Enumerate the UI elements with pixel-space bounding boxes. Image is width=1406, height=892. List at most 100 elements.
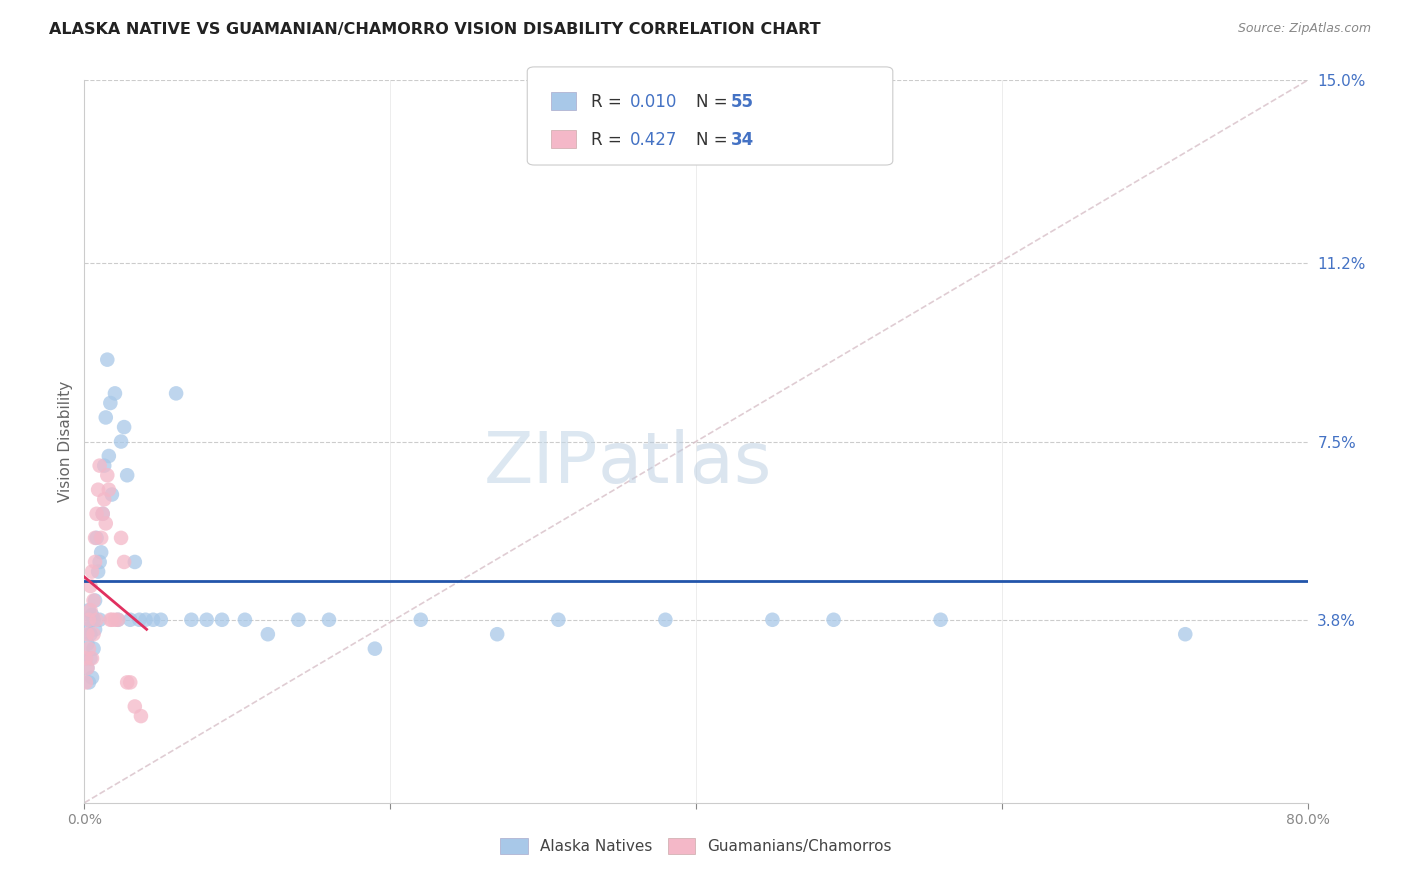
Point <box>80 671 103 685</box>
Text: atlas: atlas <box>598 429 772 498</box>
Point <box>135 613 157 627</box>
Point <box>112 420 135 434</box>
Point <box>364 641 387 656</box>
Point <box>823 613 845 627</box>
Point <box>84 531 107 545</box>
Point <box>107 613 129 627</box>
Point <box>101 487 124 501</box>
Point <box>83 627 105 641</box>
Point <box>129 709 152 723</box>
Point <box>80 651 103 665</box>
Point <box>83 613 105 627</box>
Point <box>96 468 118 483</box>
Point <box>142 613 165 627</box>
Point <box>76 661 98 675</box>
Point <box>91 507 114 521</box>
Point <box>165 386 187 401</box>
Point <box>180 613 202 627</box>
Point <box>75 651 97 665</box>
Point <box>77 613 100 627</box>
Text: R =: R = <box>591 93 627 111</box>
Point <box>929 613 952 627</box>
Text: 55: 55 <box>731 93 754 111</box>
Point <box>93 458 115 473</box>
Text: 0.010: 0.010 <box>630 93 678 111</box>
Point <box>654 613 676 627</box>
Point <box>101 613 124 627</box>
Point <box>87 483 110 497</box>
Point <box>90 545 112 559</box>
Point <box>110 531 132 545</box>
Text: N =: N = <box>696 131 733 149</box>
Point <box>120 675 142 690</box>
Point <box>120 613 142 627</box>
Point <box>110 434 132 449</box>
Point <box>79 627 101 641</box>
Point <box>124 555 146 569</box>
Point <box>80 607 103 622</box>
Legend: Alaska Natives, Guamanians/Chamorros: Alaska Natives, Guamanians/Chamorros <box>494 832 898 860</box>
Point <box>124 699 146 714</box>
Point <box>75 651 97 665</box>
Point <box>112 555 135 569</box>
Point <box>98 613 121 627</box>
Point <box>84 555 107 569</box>
Point <box>86 507 108 521</box>
Point <box>77 641 100 656</box>
Point <box>79 579 101 593</box>
Point <box>91 507 114 521</box>
Point <box>77 675 100 690</box>
Point <box>94 516 117 531</box>
Point <box>233 613 256 627</box>
Point <box>94 410 117 425</box>
Point <box>195 613 218 627</box>
Text: N =: N = <box>696 93 733 111</box>
Point <box>76 627 98 641</box>
Point <box>84 593 107 607</box>
Point <box>211 613 233 627</box>
Point <box>1174 627 1197 641</box>
Point <box>86 613 108 627</box>
Text: ZIP: ZIP <box>484 429 598 498</box>
Point <box>486 627 509 641</box>
Point <box>107 613 129 627</box>
Point <box>318 613 340 627</box>
Point <box>84 623 107 637</box>
Point <box>98 396 121 410</box>
Point <box>83 641 105 656</box>
Point <box>287 613 309 627</box>
Point <box>128 613 150 627</box>
Point <box>76 637 98 651</box>
Point <box>761 613 783 627</box>
Point <box>79 651 101 665</box>
Point <box>89 458 111 473</box>
Point <box>115 468 138 483</box>
Point <box>87 565 110 579</box>
Point <box>89 613 111 627</box>
Y-axis label: Vision Disability: Vision Disability <box>58 381 73 502</box>
Text: 34: 34 <box>731 131 755 149</box>
Point <box>409 613 432 627</box>
Point <box>93 492 115 507</box>
Point <box>77 613 100 627</box>
Point <box>257 627 280 641</box>
Point <box>149 613 172 627</box>
Point <box>547 613 569 627</box>
Point <box>115 675 138 690</box>
Text: ALASKA NATIVE VS GUAMANIAN/CHAMORRO VISION DISABILITY CORRELATION CHART: ALASKA NATIVE VS GUAMANIAN/CHAMORRO VISI… <box>49 22 821 37</box>
Text: 0.427: 0.427 <box>630 131 678 149</box>
Point <box>83 593 105 607</box>
Point <box>86 531 108 545</box>
Point <box>77 603 100 617</box>
Point <box>80 565 103 579</box>
Text: Source: ZipAtlas.com: Source: ZipAtlas.com <box>1237 22 1371 36</box>
Point <box>90 531 112 545</box>
Text: R =: R = <box>591 131 627 149</box>
Point <box>104 386 127 401</box>
Point <box>79 603 101 617</box>
Point <box>89 555 111 569</box>
Point <box>104 613 127 627</box>
Point <box>96 352 118 367</box>
Point <box>75 675 97 690</box>
Point <box>97 449 120 463</box>
